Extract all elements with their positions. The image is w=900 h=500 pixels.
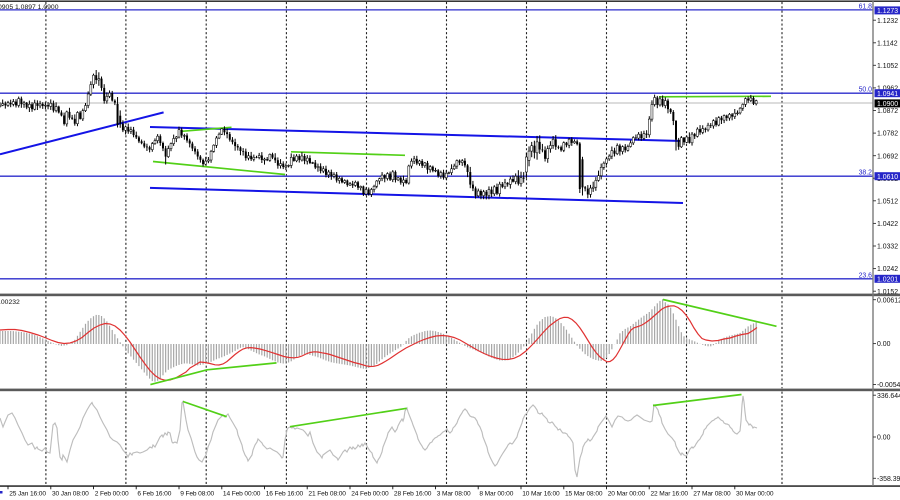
- svg-text:1.0692: 1.0692: [877, 153, 898, 160]
- svg-text:15 Mar 08:00: 15 Mar 08:00: [565, 490, 603, 497]
- svg-text:28 Feb 16:00: 28 Feb 16:00: [394, 490, 432, 497]
- svg-text:22 Mar 16:00: 22 Mar 16:00: [651, 490, 689, 497]
- svg-text:1.1142: 1.1142: [877, 40, 898, 47]
- svg-text:30 Mar 00:00: 30 Mar 00:00: [736, 490, 774, 497]
- svg-text:1.0332: 1.0332: [877, 244, 898, 251]
- svg-text:6 Feb 16:00: 6 Feb 16:00: [137, 490, 171, 497]
- svg-text:16 Feb 16:00: 16 Feb 16:00: [266, 490, 304, 497]
- svg-text:8 Mar 00:00: 8 Mar 00:00: [479, 490, 513, 497]
- svg-text:1.0201: 1.0201: [877, 276, 898, 283]
- svg-text:0.00612: 0.00612: [877, 297, 900, 304]
- svg-text:1.1232: 1.1232: [877, 18, 898, 25]
- svg-text:1.1052: 1.1052: [877, 63, 898, 70]
- svg-text:2 Feb 00:00: 2 Feb 00:00: [95, 490, 129, 497]
- svg-text:1.0512: 1.0512: [877, 198, 898, 205]
- svg-text:0.00: 0.00: [877, 435, 891, 442]
- svg-text:25 Jan 16:00: 25 Jan 16:00: [9, 490, 46, 497]
- svg-text:23.6: 23.6: [859, 272, 873, 279]
- svg-text:.00232: .00232: [0, 299, 20, 306]
- svg-text:-358.398: -358.398: [877, 476, 900, 483]
- svg-text:1.0782: 1.0782: [877, 131, 898, 138]
- svg-text:38.2: 38.2: [859, 170, 873, 177]
- svg-text:1.0152: 1.0152: [877, 289, 898, 296]
- svg-text:9 Feb 08:00: 9 Feb 08:00: [180, 490, 214, 497]
- svg-text:30 Jan 08:00: 30 Jan 08:00: [52, 490, 89, 497]
- svg-text:336.644: 336.644: [877, 393, 900, 400]
- svg-text:50.0: 50.0: [859, 86, 873, 93]
- svg-text:3 Mar 08:00: 3 Mar 08:00: [437, 490, 471, 497]
- svg-text:1.0900: 1.0900: [877, 101, 898, 108]
- svg-text:1.0610: 1.0610: [877, 174, 898, 181]
- svg-text:24 Feb 00:00: 24 Feb 00:00: [351, 490, 389, 497]
- svg-text:0.00: 0.00: [877, 341, 891, 348]
- svg-text:61.8: 61.8: [859, 3, 873, 10]
- svg-text:1.0422: 1.0422: [877, 221, 898, 228]
- svg-text:10 Mar 16:00: 10 Mar 16:00: [522, 490, 560, 497]
- svg-text:0905 1.0897 1.0900: 0905 1.0897 1.0900: [0, 4, 59, 11]
- svg-text:1.0872: 1.0872: [877, 108, 898, 115]
- svg-text:27 Mar 08:00: 27 Mar 08:00: [693, 490, 731, 497]
- svg-text:14 Feb 00:00: 14 Feb 00:00: [223, 490, 261, 497]
- svg-text:-0.00547: -0.00547: [877, 382, 900, 389]
- svg-text:21 Feb 08:00: 21 Feb 08:00: [308, 490, 346, 497]
- svg-text:1.0962: 1.0962: [877, 86, 898, 93]
- svg-text:1.1273: 1.1273: [877, 8, 898, 15]
- svg-text:1.0242: 1.0242: [877, 266, 898, 273]
- svg-text:20 Mar 00:00: 20 Mar 00:00: [608, 490, 646, 497]
- svg-text:1.0941: 1.0941: [877, 91, 898, 98]
